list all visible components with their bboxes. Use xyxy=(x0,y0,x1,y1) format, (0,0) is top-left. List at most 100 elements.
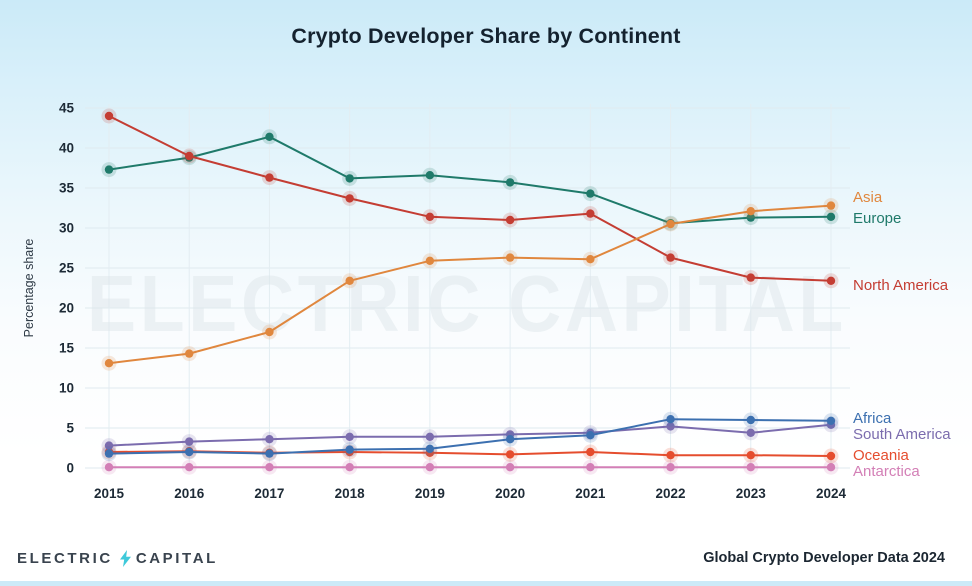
y-tick-label: 25 xyxy=(59,261,75,276)
series-point-south-america xyxy=(265,435,274,444)
series-point-antarctica xyxy=(104,463,114,472)
series-point-africa xyxy=(666,415,675,424)
x-tick-label: 2024 xyxy=(816,486,847,501)
series-point-asia xyxy=(265,327,274,337)
series-point-africa xyxy=(425,444,435,453)
series-line-europe xyxy=(108,135,832,225)
series-point-oceania xyxy=(505,450,515,459)
series-point-asia xyxy=(746,207,755,216)
x-tick-label: 2021 xyxy=(575,486,606,501)
y-tick-label: 20 xyxy=(59,301,74,316)
series-point-antarctica xyxy=(586,463,595,472)
x-tick-label: 2023 xyxy=(736,486,767,501)
series-point-asia xyxy=(586,255,595,264)
series-point-europe xyxy=(425,171,435,180)
series-point-north-america xyxy=(505,215,515,225)
series-label-south-america: South America xyxy=(853,426,951,443)
series-point-europe xyxy=(505,178,515,187)
series-point-north-america xyxy=(826,276,836,285)
series-label-europe: Europe xyxy=(853,210,901,227)
series-point-north-america xyxy=(425,212,435,221)
chart-title: Crypto Developer Share by Continent xyxy=(291,24,681,48)
series-label-north-america: North America xyxy=(853,277,949,294)
series-point-africa xyxy=(826,416,836,425)
series-point-africa xyxy=(104,449,114,458)
electric-capital-logo: ELECTRIC CAPITAL xyxy=(17,549,218,567)
x-tick-label: 2015 xyxy=(94,486,125,501)
series-point-antarctica xyxy=(185,463,194,472)
x-tick-label: 2017 xyxy=(254,486,284,501)
y-tick-label: 10 xyxy=(59,381,74,396)
series-point-north-america xyxy=(586,209,595,218)
series-point-africa xyxy=(746,415,755,425)
series-point-oceania xyxy=(586,447,595,457)
series-point-africa xyxy=(505,435,515,444)
series-point-north-america xyxy=(746,273,755,282)
series-point-south-america xyxy=(746,428,755,437)
series-point-north-america xyxy=(104,111,114,121)
series-point-asia xyxy=(666,219,675,229)
footer: ELECTRIC CAPITAL Global Crypto Developer… xyxy=(17,542,945,574)
brand-capital-text: CAPITAL xyxy=(135,549,218,567)
y-tick-label: 5 xyxy=(66,421,74,436)
series-line-north-america xyxy=(108,115,832,282)
series-point-asia xyxy=(505,253,515,262)
series-point-antarctica xyxy=(505,463,515,472)
x-tick-label: 2018 xyxy=(335,486,366,501)
series-point-south-america xyxy=(104,441,114,450)
series-point-europe xyxy=(826,212,836,221)
series-point-africa xyxy=(185,447,194,457)
series-point-south-america xyxy=(345,432,354,441)
series-point-asia xyxy=(425,256,435,265)
series-point-oceania xyxy=(666,451,675,460)
series-point-antarctica xyxy=(345,463,354,472)
y-tick-label: 45 xyxy=(59,101,75,116)
lightning-bolt-icon xyxy=(119,549,131,567)
series-point-asia xyxy=(104,359,114,368)
series-line-asia xyxy=(108,204,832,365)
x-tick-label: 2020 xyxy=(495,486,525,501)
y-axis-title: Percentage share xyxy=(22,239,36,338)
series-point-north-america xyxy=(185,151,194,161)
series-point-europe xyxy=(746,213,755,222)
series-point-africa xyxy=(345,445,354,454)
series-label-asia: Asia xyxy=(853,189,883,206)
footer-source-text: Global Crypto Developer Data 2024 xyxy=(703,550,945,566)
y-tick-label: 40 xyxy=(59,141,74,156)
y-tick-label: 30 xyxy=(59,221,74,236)
series-point-north-america xyxy=(265,173,274,182)
series-point-oceania xyxy=(826,451,836,461)
series-point-asia xyxy=(345,276,354,285)
series-point-antarctica xyxy=(265,463,274,472)
y-tick-label: 15 xyxy=(59,341,75,356)
x-tick-label: 2016 xyxy=(174,486,205,501)
series-point-south-america xyxy=(185,437,194,446)
series-point-asia xyxy=(826,201,836,210)
x-tick-label: 2022 xyxy=(656,486,686,501)
y-tick-label: 35 xyxy=(59,181,75,196)
series-point-oceania xyxy=(746,451,755,460)
series-point-north-america xyxy=(666,253,675,262)
series-point-south-america xyxy=(425,432,435,441)
watermark-text: ELECTRIC CAPITAL xyxy=(87,259,847,348)
series-point-antarctica xyxy=(746,463,755,472)
series-label-antarctica: Antarctica xyxy=(853,463,920,480)
series-point-north-america xyxy=(345,194,354,203)
series-line-south-america xyxy=(108,423,832,447)
series-label-oceania: Oceania xyxy=(853,447,910,464)
x-tick-label: 2019 xyxy=(415,486,445,501)
series-point-africa xyxy=(586,431,595,440)
series-point-antarctica xyxy=(666,463,675,472)
series-label-africa: Africa xyxy=(853,410,892,427)
series-point-asia xyxy=(185,349,194,358)
series-point-europe xyxy=(265,132,274,141)
series-point-europe xyxy=(586,189,595,198)
series-point-europe xyxy=(104,165,114,174)
brand-electric-text: ELECTRIC xyxy=(17,549,113,567)
series-point-antarctica xyxy=(425,463,435,472)
series-point-europe xyxy=(345,174,354,183)
y-tick-label: 0 xyxy=(66,461,74,476)
series-point-antarctica xyxy=(826,463,836,472)
